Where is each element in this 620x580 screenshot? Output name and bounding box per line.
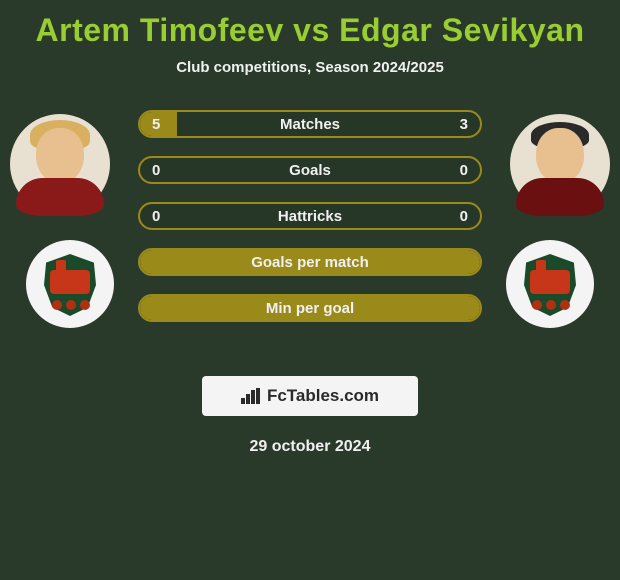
stat-value-left: 5 [152,116,160,133]
date-text: 29 october 2024 [0,438,620,456]
page-title: Artem Timofeev vs Edgar Sevikyan [0,0,620,49]
branding-text: FcTables.com [267,386,379,406]
stat-row-min-per-goal: Min per goal [138,294,482,322]
stat-value-left: 0 [152,162,160,179]
stat-label: Goals [289,162,331,179]
comparison-panel: 5 Matches 3 0 Goals 0 0 Hattricks 0 Goal… [0,104,620,364]
stat-label: Matches [280,116,340,133]
stat-value-right: 3 [460,116,468,133]
bar-chart-icon [241,388,261,404]
stat-row-goals: 0 Goals 0 [138,156,482,184]
player-left-avatar [10,114,110,214]
stat-row-hattricks: 0 Hattricks 0 [138,202,482,230]
club-right-badge [506,240,594,328]
stat-label: Hattricks [278,208,342,225]
subtitle: Club competitions, Season 2024/2025 [0,59,620,76]
stat-row-goals-per-match: Goals per match [138,248,482,276]
stat-value-right: 0 [460,208,468,225]
branding-box: FcTables.com [202,376,418,416]
stat-value-right: 0 [460,162,468,179]
stat-row-matches: 5 Matches 3 [138,110,482,138]
stat-bars: 5 Matches 3 0 Goals 0 0 Hattricks 0 Goal… [138,110,482,340]
stat-label: Goals per match [251,254,369,271]
stat-label: Min per goal [266,300,354,317]
player-right-avatar [510,114,610,214]
stat-value-left: 0 [152,208,160,225]
club-left-badge [26,240,114,328]
